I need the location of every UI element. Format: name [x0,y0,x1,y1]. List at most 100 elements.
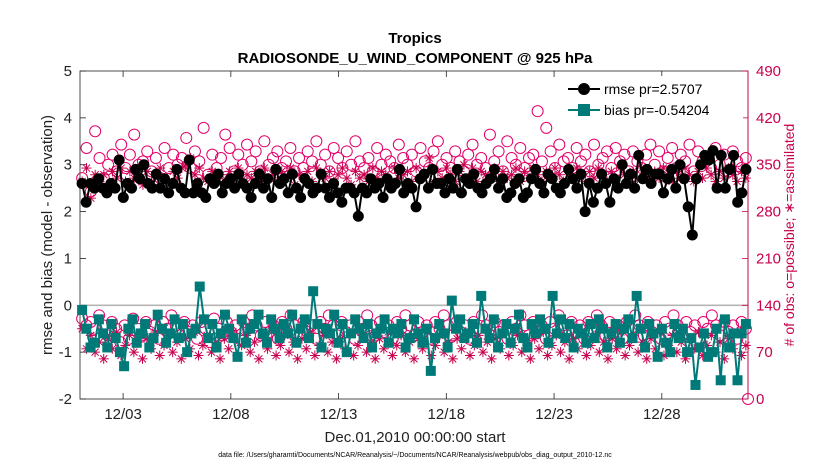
rmse-point [596,168,608,180]
bias-point [89,337,100,348]
assimilated-obs-point [564,353,575,364]
bias-point [215,328,226,339]
bias-point [421,323,432,334]
assimilated-obs-point [341,173,352,184]
rmse-point [719,182,731,194]
bias-point [577,328,588,339]
bias-point [535,314,546,325]
rmse-point [295,192,307,204]
rmse-point [476,187,488,199]
bias-point [430,333,441,344]
bias-point [366,342,377,353]
y-tick-label: -2 [59,391,72,408]
rmse-point [464,177,476,189]
bias-point [312,319,323,330]
rmse-point [666,163,678,175]
assimilated-obs-point [542,350,553,361]
bias-point [585,319,596,330]
bias-point [488,314,499,325]
possible-obs-point [557,155,570,168]
rmse-point [715,149,727,161]
y-right-tick-label: 490 [756,63,781,80]
bias-point [106,319,117,330]
x-axis: 12/03 12/08 12/13 12/18 12/23 12/28 [104,71,681,423]
bias-point [711,323,722,334]
rmse-point [179,187,191,199]
rmse-point [620,177,632,189]
bias-point [728,328,739,339]
rmse-point [600,177,612,189]
bias-point [291,337,302,348]
legend-rmse-label: rmse pr=2.5707 [604,81,703,97]
bias-point [669,319,680,330]
assimilated-obs-point [167,347,178,358]
rmse-point [381,173,393,185]
possible-obs-point [232,148,245,161]
rmse-point [286,168,298,180]
assimilated-obs-point [426,350,437,361]
bias-point [551,328,562,339]
bias-point [635,323,646,334]
assimilated-obs-point [154,350,165,361]
rmse-point [546,173,558,185]
rmse-point [348,187,360,199]
rmse-point [389,177,401,189]
rmse-point [563,163,575,175]
rmse-point [328,177,340,189]
assimilated-obs-point [706,169,717,180]
bias-point [253,309,264,320]
rmse-point [608,173,620,185]
possible-obs-point [644,138,657,151]
rmse-point [530,163,542,175]
assimilated-obs-point [215,353,226,364]
possible-obs-point [301,145,314,158]
possible-obs-point [527,148,540,161]
bias-point [719,314,730,325]
assimilated-obs-point [337,163,348,174]
bias-point [682,347,693,358]
assimilated-obs-point [271,350,282,361]
bias-point [266,314,277,325]
assimilated-obs-point [197,340,208,351]
possible-obs-point [414,141,427,154]
possible-obs-point [683,138,696,151]
assimilated-obs-point [549,163,560,174]
bias-point [740,319,751,330]
rmse-point [233,168,245,180]
rmse-point [154,182,166,194]
bias-point [350,314,361,325]
assimilated-obs-point [284,347,295,358]
bias-point [530,328,541,339]
possible-obs-point [93,152,106,165]
possible-obs-point [466,138,479,151]
assimilated-obs-point [81,163,92,174]
possible-obs-point [392,138,405,151]
rmse-point [657,187,669,199]
possible-obs-point [431,135,444,148]
y-axis-label-left: rmse and bias (model - observation) [39,115,56,355]
bias-point [413,328,424,339]
bias-point [425,365,436,376]
possible-obs-point [661,152,674,165]
rmse-point [468,168,480,180]
assimilated-obs-point [441,163,452,174]
possible-obs-point [522,152,535,165]
assimilated-obs-point [333,169,344,180]
bias-point [514,309,525,320]
bias-point [81,323,92,334]
bias-point [715,375,726,386]
bias-point [677,323,688,334]
assimilated-obs-point [719,353,730,364]
bias-point [455,314,466,325]
rmse-point [703,154,715,166]
bias-point [446,295,457,306]
possible-obs-point [310,135,323,148]
bias-point [362,319,373,330]
bias-point [602,342,613,353]
bias-point [442,342,453,353]
chart-title: Tropics [388,30,441,47]
assimilated-obs-point [249,337,260,348]
rmse-point [587,196,599,208]
bias-point [173,333,184,344]
bias-point [228,333,239,344]
